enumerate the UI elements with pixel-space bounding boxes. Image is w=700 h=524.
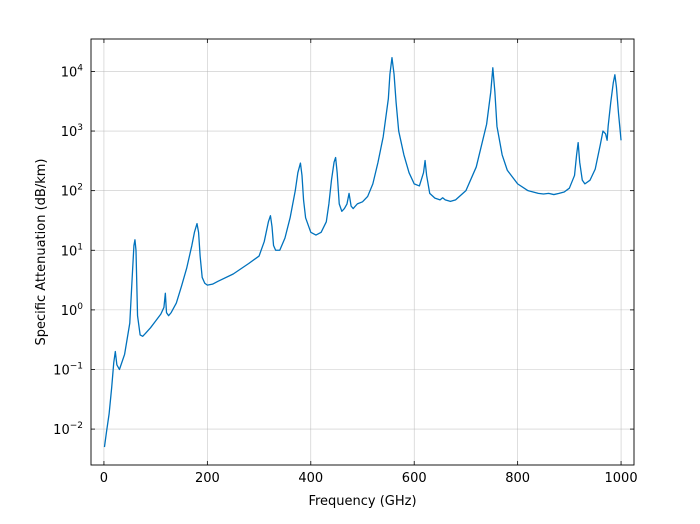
x-tick-labels: 0 200 400 600 800 1000 — [100, 471, 638, 486]
x-tick-label: 1000 — [605, 471, 638, 486]
y-tick-label: 102 — [61, 183, 83, 200]
y-tick-label: 101 — [61, 242, 83, 259]
x-tick-label: 0 — [100, 471, 108, 486]
y-tick-label: 100 — [61, 302, 84, 319]
ticks — [91, 39, 634, 465]
x-axis-title: Frequency (GHz) — [308, 494, 416, 509]
attenuation-series-line — [103, 57, 622, 448]
x-tick-label: 200 — [195, 471, 220, 486]
plot-area — [90, 38, 635, 466]
x-tick-label: 400 — [298, 471, 323, 486]
y-axis-title: Specific Attenuation (dB/km) — [34, 159, 49, 346]
y-tick-label: 10−1 — [53, 361, 83, 378]
y-tick-label: 103 — [61, 123, 83, 140]
x-tick-label: 800 — [505, 471, 530, 486]
x-tick-label: 600 — [402, 471, 427, 486]
grid — [91, 39, 634, 465]
y-tick-label: 10−2 — [53, 421, 83, 438]
y-tick-label: 104 — [61, 63, 84, 80]
y-tick-labels: 10−2 10−1 100 101 102 103 104 — [53, 63, 83, 438]
